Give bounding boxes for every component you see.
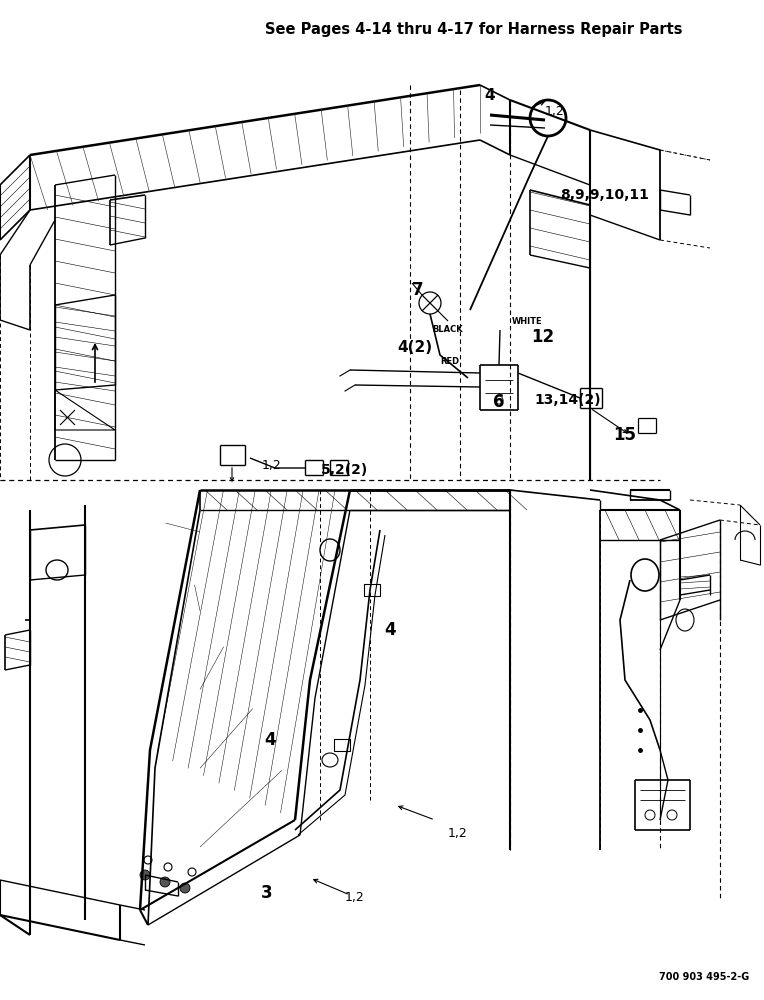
Text: RED: RED	[440, 358, 460, 366]
Text: 5,2(2): 5,2(2)	[322, 463, 368, 477]
Text: 1,2: 1,2	[448, 826, 468, 840]
Text: 4(2): 4(2)	[397, 340, 432, 355]
Text: 15: 15	[613, 426, 636, 444]
Text: 8,9,9,10,11: 8,9,9,10,11	[561, 188, 649, 202]
Text: 12: 12	[532, 328, 555, 346]
Text: 4: 4	[384, 621, 396, 639]
Text: 7: 7	[413, 281, 424, 299]
Text: 3: 3	[261, 884, 273, 902]
Circle shape	[140, 870, 150, 880]
Text: See Pages 4-14 thru 4-17 for Harness Repair Parts: See Pages 4-14 thru 4-17 for Harness Rep…	[265, 22, 682, 37]
Text: 4: 4	[264, 731, 276, 749]
Text: 1,2: 1,2	[545, 105, 565, 118]
Circle shape	[160, 877, 170, 887]
Text: 1,2: 1,2	[262, 458, 282, 472]
Text: 4: 4	[484, 88, 495, 103]
Text: 13,14(2): 13,14(2)	[535, 393, 601, 407]
Text: 1,2: 1,2	[345, 892, 365, 904]
Text: 6: 6	[494, 393, 505, 411]
Circle shape	[180, 883, 190, 893]
Text: 700 903 495-2-G: 700 903 495-2-G	[659, 972, 749, 982]
Text: BLACK: BLACK	[432, 326, 463, 334]
Text: WHITE: WHITE	[512, 318, 542, 326]
